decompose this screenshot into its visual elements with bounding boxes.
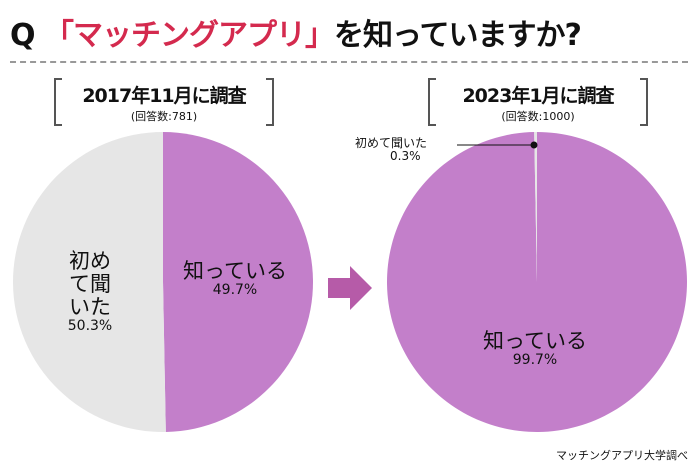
chart-subtitle: (回答数:1000): [501, 110, 575, 123]
arrow-icon: [328, 266, 372, 310]
label-2017-first-time: 初めて聞いた 50.3%: [67, 249, 113, 335]
chart-subtitle: (回答数:781): [130, 110, 198, 123]
pie-slice-known: [386, 132, 687, 432]
chart-title: 2017年11月に調査: [82, 85, 246, 107]
chart-title: 2023年1月に調査: [462, 85, 614, 107]
survey-header-2017: 2017年11月に調査 (回答数:781): [54, 78, 274, 126]
label-2023-first-time: 初めて聞いた 0.3%: [355, 136, 428, 164]
label-2023-known: 知っている 99.7%: [483, 329, 587, 369]
pie-2023: [386, 132, 687, 432]
pie-slice-first-time: [534, 132, 537, 282]
divider: [10, 61, 688, 63]
source-note: マッチングアプリ大学調べ: [556, 449, 688, 462]
leader-dot: [530, 141, 538, 149]
pie-2017: [13, 132, 314, 432]
label-2017-known: 知っている 49.7%: [183, 259, 287, 299]
page-title: Q 「マッチングアプリ」を知っていますか?: [10, 18, 582, 53]
pie-slice-first-time: [13, 132, 166, 432]
survey-header-2023: 2023年1月に調査 (回答数:1000): [428, 78, 648, 126]
pie-slice-known: [163, 132, 314, 432]
